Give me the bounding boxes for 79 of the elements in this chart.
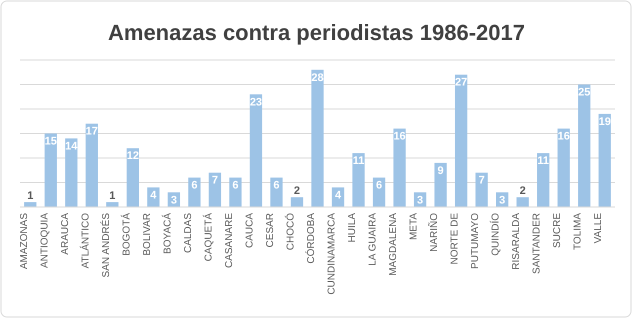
bar xyxy=(578,84,590,207)
bar xyxy=(311,70,324,207)
x-tick-label: CAUCA xyxy=(244,212,256,248)
data-label: 14 xyxy=(65,140,78,152)
data-label: 25 xyxy=(578,86,590,98)
bar xyxy=(558,128,570,207)
x-tick-label: ATLÁNTICO xyxy=(79,212,92,268)
data-label: 16 xyxy=(393,130,406,143)
x-tick-label: CASANARE xyxy=(224,212,235,268)
x-tick-label: META xyxy=(408,212,420,240)
data-label: 17 xyxy=(86,126,98,138)
bar xyxy=(208,172,222,207)
data-label: 16 xyxy=(558,130,570,143)
x-tick-label: ARAUCA xyxy=(60,212,71,255)
data-label: 19 xyxy=(598,116,611,128)
x-tick-label: VALLE xyxy=(593,212,604,244)
bar xyxy=(188,178,201,207)
data-label: 15 xyxy=(44,136,57,148)
bar xyxy=(24,202,36,207)
bar xyxy=(250,94,262,207)
bar xyxy=(86,124,98,207)
data-label: 11 xyxy=(537,155,550,168)
data-label: 1 xyxy=(27,190,34,202)
data-label: 3 xyxy=(499,194,506,206)
x-tick-label: CUNDINAMARCA xyxy=(326,212,338,295)
data-label: 9 xyxy=(438,164,444,177)
bar xyxy=(537,153,550,207)
data-label: 3 xyxy=(417,194,424,206)
data-label: 28 xyxy=(311,72,324,84)
x-tick-label: PUTUMAYO xyxy=(470,212,482,269)
data-label: 7 xyxy=(478,174,485,187)
x-tick-label: CÓRDOBA xyxy=(305,212,317,264)
data-label: 23 xyxy=(250,96,262,108)
data-label: 6 xyxy=(191,180,198,192)
data-label: 27 xyxy=(454,76,468,89)
data-label: 6 xyxy=(232,180,238,192)
x-tick-label: ANTIOQUIA xyxy=(39,212,50,268)
bar xyxy=(126,148,139,207)
bar xyxy=(393,128,406,207)
x-tick-label: AMAZONAS xyxy=(18,212,30,270)
bar xyxy=(106,202,118,207)
data-label: 11 xyxy=(352,155,364,168)
x-tick-label: BOLIVAR xyxy=(142,213,153,256)
x-tick-label: SAN ANDRÉS xyxy=(100,212,112,278)
data-label: 1 xyxy=(109,190,116,202)
bar xyxy=(434,162,447,207)
x-tick-label: NORTE DE xyxy=(450,212,461,264)
data-label: 2 xyxy=(520,185,526,198)
chart-title: Amenazas contra periodistas 1986-2017 xyxy=(108,20,525,45)
bar xyxy=(65,138,78,207)
data-label: 7 xyxy=(212,174,218,187)
x-tick-label: HUILA xyxy=(347,212,358,242)
x-tick-label: RISARALDA xyxy=(511,212,522,270)
data-label: 6 xyxy=(273,180,280,192)
x-tick-label: MAGDALENA xyxy=(388,212,400,276)
x-tick-label: CHOCÓ xyxy=(284,212,296,250)
bar xyxy=(598,114,611,207)
data-label: 4 xyxy=(334,189,342,202)
data-label: 4 xyxy=(150,189,158,202)
data-label: 2 xyxy=(294,185,300,198)
x-tick-label: NARIÑO xyxy=(428,212,440,252)
bar xyxy=(454,74,468,207)
x-tick-label: BOGOTÁ xyxy=(120,212,132,256)
x-tick-label: BOYACÁ xyxy=(161,212,174,254)
bar xyxy=(475,172,488,207)
x-tick-label: QUINDÍO xyxy=(490,212,502,256)
x-tick-label: CESAR xyxy=(264,213,276,248)
x-tick-label: TOLIMA xyxy=(572,212,584,250)
data-label: 3 xyxy=(170,194,177,206)
bar xyxy=(44,134,57,207)
data-label: 6 xyxy=(376,180,382,192)
x-tick-label: LA GUAIRA xyxy=(368,212,379,266)
data-label: 12 xyxy=(126,150,139,162)
bar xyxy=(290,197,304,207)
x-tick-label: CAQUETÁ xyxy=(202,212,214,262)
x-tick-label: CALDAS xyxy=(182,212,194,254)
x-tick-label: SANTANDER xyxy=(532,213,543,274)
bar xyxy=(516,197,529,207)
x-tick-label: SUCRE xyxy=(552,212,564,248)
